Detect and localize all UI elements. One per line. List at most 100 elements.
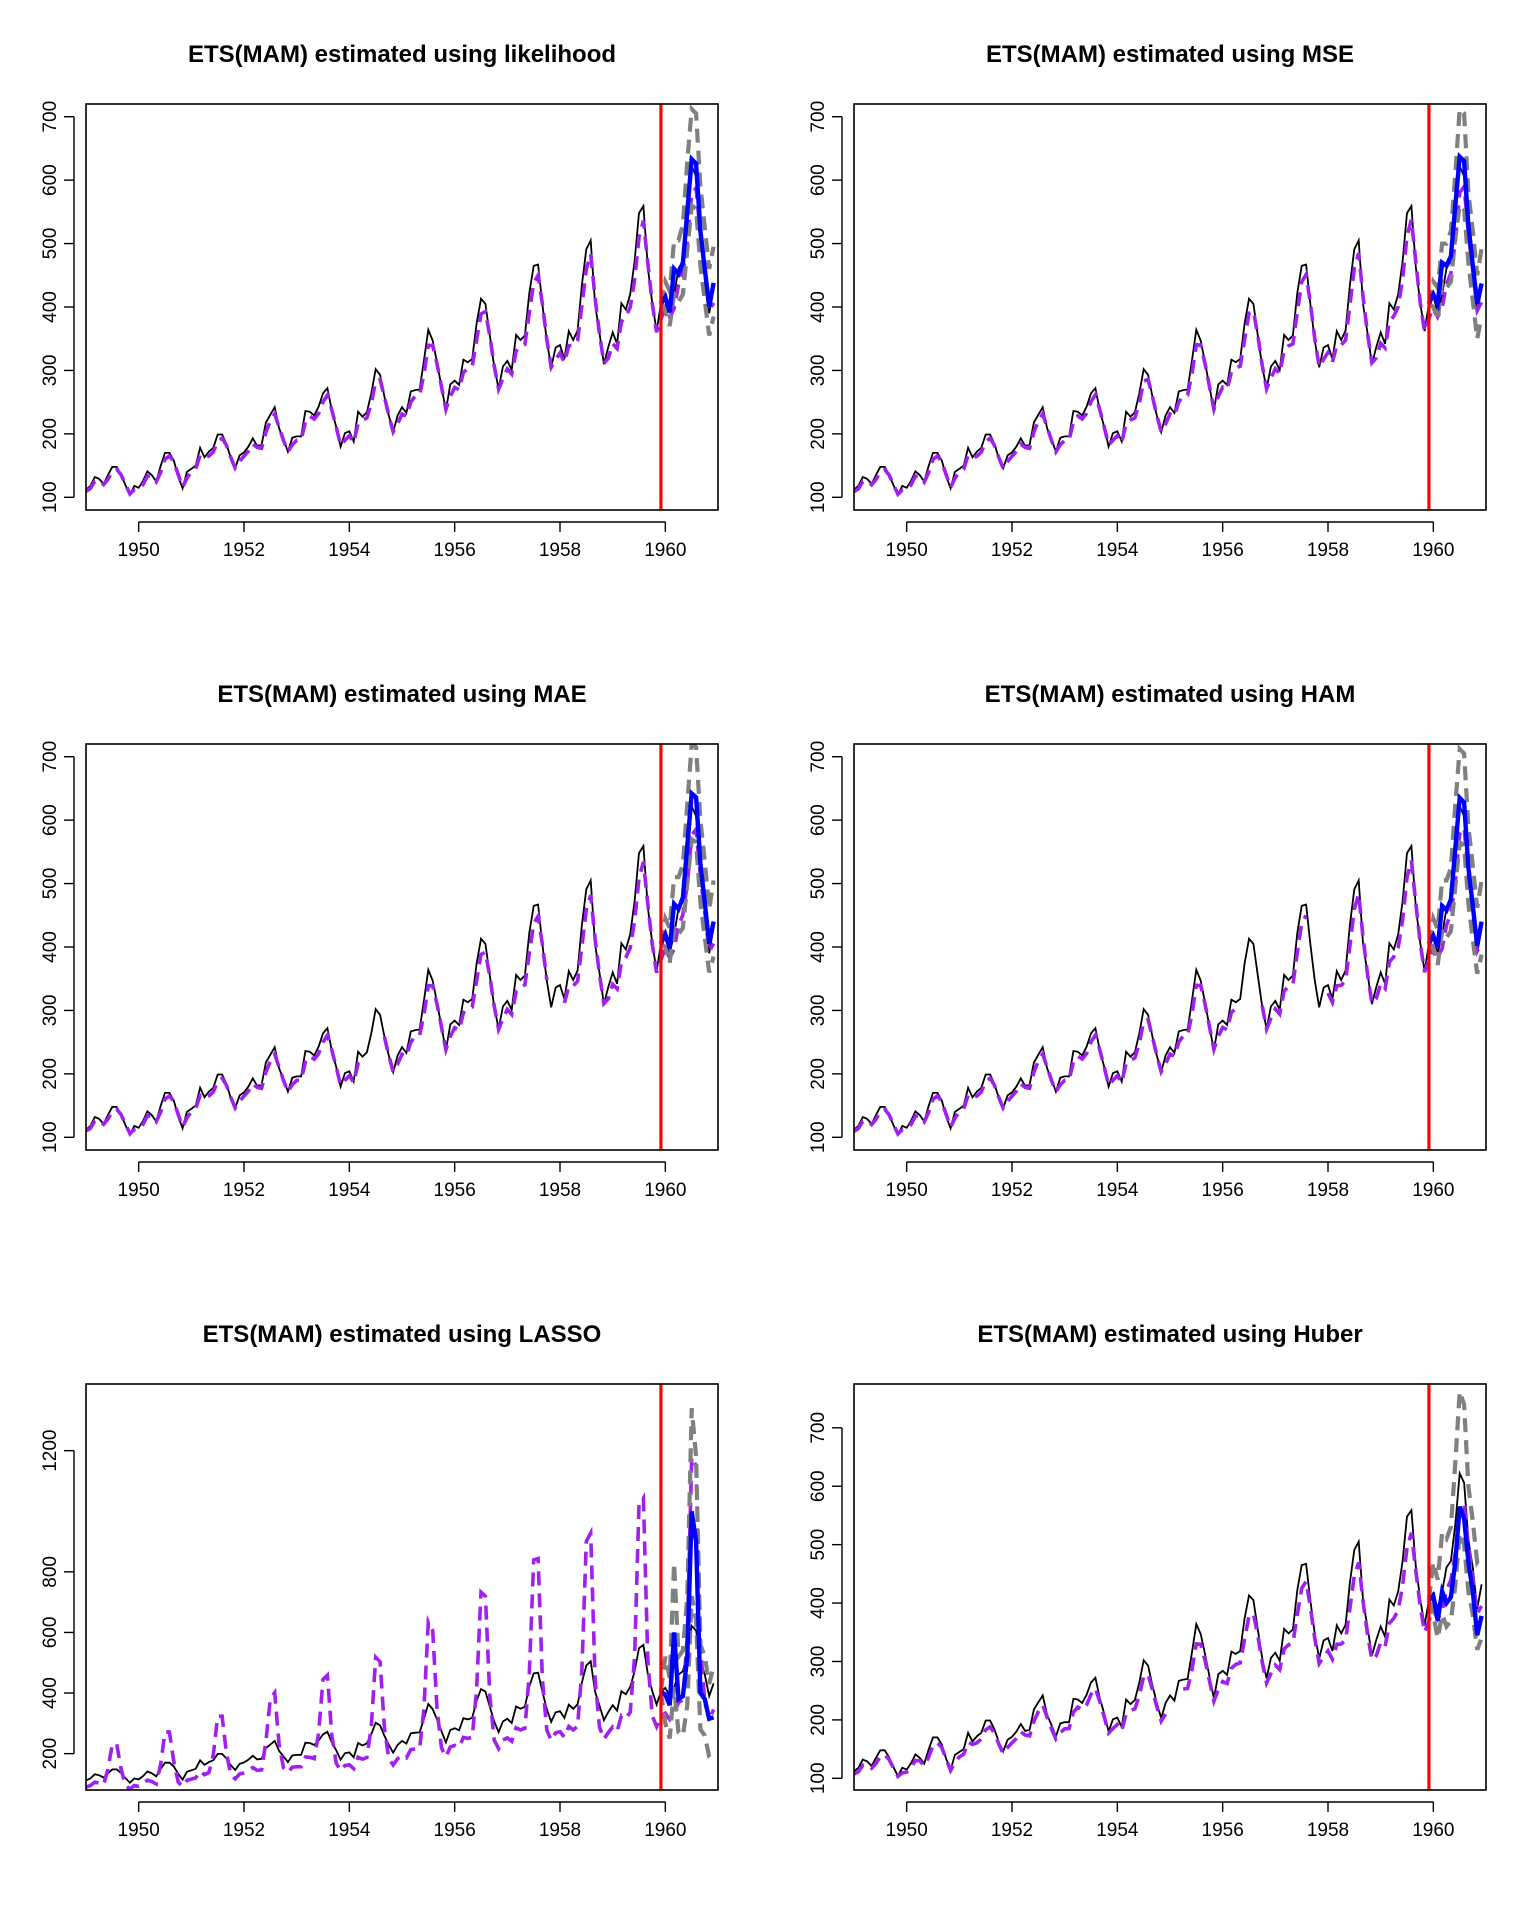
y-tick-label: 200 (40, 418, 61, 450)
upper-interval-line (1426, 1390, 1484, 1601)
x-tick-label: 1952 (991, 1820, 1033, 1841)
y-tick-label: 300 (808, 995, 829, 1027)
lower-interval-line (1427, 201, 1484, 340)
x-tick-label: 1960 (644, 1180, 686, 1201)
y-tick-label: 800 (40, 1556, 61, 1588)
actual-series-line (86, 805, 715, 1137)
x-tick-label: 1958 (539, 1180, 581, 1201)
lower-interval-line (1427, 838, 1484, 975)
y-tick-label: 500 (40, 228, 61, 260)
y-tick-label: 700 (808, 741, 829, 773)
y-tick-label: 400 (808, 1587, 829, 1619)
x-tick-label: 1958 (1307, 540, 1349, 561)
actual-series-line (854, 805, 1483, 1137)
lower-interval-line (658, 1595, 715, 1762)
y-tick-label: 300 (40, 995, 61, 1027)
forecast-line (658, 789, 716, 949)
fitted-series-line (86, 1456, 716, 1790)
x-tick-label: 1950 (118, 1180, 160, 1201)
y-tick-label: 1200 (40, 1430, 61, 1472)
plot-frame (853, 1383, 1487, 1791)
y-tick-label: 100 (808, 1121, 829, 1153)
plot-frame (853, 743, 1487, 1151)
y-tick-label: 600 (808, 164, 829, 196)
panel-huber: ETS(MAM) estimated using Huber 1950 1952 19… (768, 1280, 1536, 1920)
x-tick-label: 1950 (118, 540, 160, 561)
y-tick-label: 200 (808, 1058, 829, 1090)
plot-frame (85, 1383, 719, 1791)
plot-frame (85, 103, 719, 511)
forecast-line (659, 154, 716, 313)
x-tick-label: 1954 (328, 1820, 371, 1841)
x-tick-label: 1958 (1307, 1180, 1349, 1201)
chart-lasso: ETS(MAM) estimated using LASSO 1950 1952 19… (40, 1321, 719, 1841)
x-tick-label: 1952 (223, 540, 265, 561)
y-tick-label: 700 (40, 101, 61, 133)
x-tick-label: 1950 (118, 1820, 160, 1841)
y-tick-label: 600 (40, 1617, 61, 1649)
upper-interval-line (658, 744, 716, 945)
fitted-series-line (854, 181, 1484, 498)
chart-huber: ETS(MAM) estimated using Huber 1950 1952 19… (808, 1321, 1487, 1841)
x-tick-label: 1956 (434, 540, 476, 561)
x-tick-label: 1956 (1202, 540, 1244, 561)
x-tick-label: 1958 (539, 540, 581, 561)
x-tick-label: 1956 (434, 1820, 476, 1841)
y-tick-label: 100 (40, 1121, 61, 1153)
chart-title: ETS(MAM) estimated using HAM (985, 681, 1356, 708)
x-tick-label: 1954 (1096, 1180, 1139, 1201)
y-tick-label: 200 (808, 1704, 829, 1736)
x-tick-label: 1954 (1096, 1820, 1139, 1841)
y-tick-label: 400 (808, 291, 829, 323)
y-tick-label: 300 (808, 1646, 829, 1678)
forecast-line (1427, 1505, 1484, 1636)
fitted-series-line (854, 823, 1484, 1137)
panel-ham: ETS(MAM) estimated using HAM 1950 1952 1954… (768, 640, 1536, 1280)
y-tick-label: 600 (808, 804, 829, 836)
x-tick-label: 1952 (991, 1180, 1033, 1201)
upper-interval-line (1426, 744, 1484, 945)
x-tick-label: 1960 (1412, 540, 1454, 561)
x-tick-label: 1954 (328, 1180, 371, 1201)
y-tick-label: 400 (40, 1677, 61, 1709)
fitted-series-line (86, 824, 716, 1137)
x-tick-label: 1960 (644, 1820, 686, 1841)
forecast-line (1426, 151, 1484, 312)
y-tick-label: 500 (808, 1529, 829, 1561)
x-tick-label: 1960 (1412, 1820, 1454, 1841)
forecast-line (659, 1510, 715, 1722)
actual-series-line (86, 1623, 715, 1784)
x-tick-label: 1958 (1307, 1820, 1349, 1841)
x-tick-label: 1956 (1202, 1820, 1244, 1841)
chart-title: ETS(MAM) estimated using Huber (977, 1321, 1362, 1348)
x-tick-label: 1954 (328, 540, 371, 561)
chart-title: ETS(MAM) estimated using MAE (217, 681, 586, 708)
panel-mse: ETS(MAM) estimated using MSE 1950 1952 1954… (768, 0, 1536, 640)
y-tick-label: 200 (40, 1738, 61, 1770)
chart-title: ETS(MAM) estimated using LASSO (203, 1321, 602, 1348)
panel-mae: ETS(MAM) estimated using MAE 1950 1952 1954… (0, 640, 768, 1280)
y-tick-label: 700 (40, 741, 61, 773)
chart-mse: ETS(MAM) estimated using MSE 1950 1952 1954… (808, 41, 1487, 561)
fitted-series-line (86, 183, 716, 497)
chart-title: ETS(MAM) estimated using likelihood (188, 41, 616, 68)
actual-series-line (854, 1470, 1483, 1778)
y-tick-label: 100 (808, 481, 829, 513)
y-tick-label: 100 (40, 481, 61, 513)
y-tick-label: 500 (40, 868, 61, 900)
x-tick-label: 1958 (539, 1820, 581, 1841)
chart-mae: ETS(MAM) estimated using MAE 1950 1952 1954… (40, 681, 719, 1201)
y-tick-label: 700 (808, 101, 829, 133)
x-tick-label: 1952 (223, 1180, 265, 1201)
x-tick-label: 1956 (434, 1180, 476, 1201)
x-tick-label: 1950 (886, 1180, 928, 1201)
forecast-line (1426, 792, 1484, 948)
y-tick-label: 100 (808, 1762, 829, 1794)
y-tick-label: 600 (808, 1470, 829, 1502)
x-tick-label: 1952 (223, 1820, 265, 1841)
y-tick-label: 500 (808, 228, 829, 260)
fitted-series-line (854, 1499, 1484, 1780)
lower-interval-line (659, 201, 716, 336)
x-tick-label: 1950 (886, 540, 928, 561)
chart-ham: ETS(MAM) estimated using HAM 1950 1952 1954… (808, 681, 1487, 1201)
